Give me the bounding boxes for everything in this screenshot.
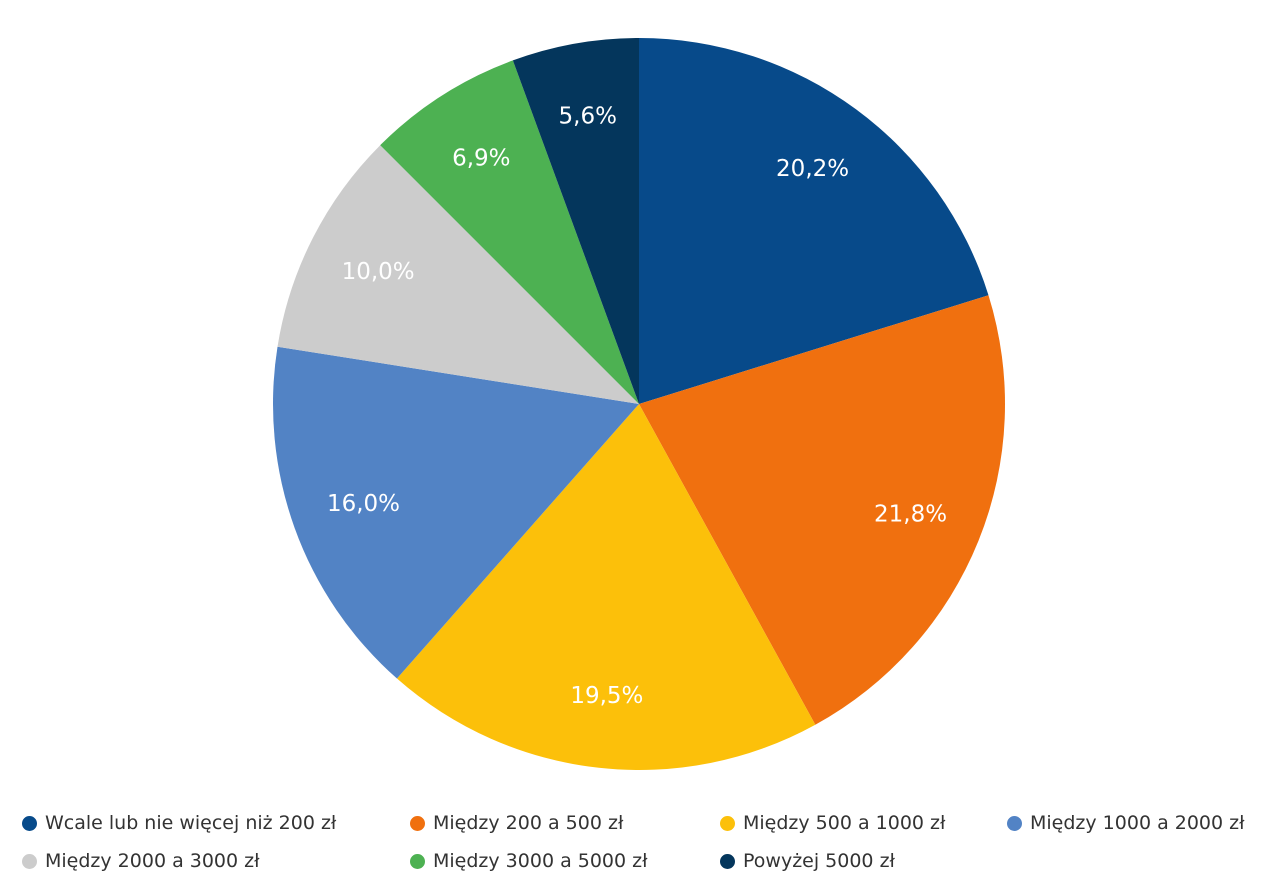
legend-label: Między 3000 a 5000 zł	[433, 850, 648, 872]
slice-data-label: 10,0%	[342, 259, 415, 285]
legend-item[interactable]: Między 1000 a 2000 zł	[1007, 812, 1245, 834]
pie-slice[interactable]	[639, 38, 989, 404]
legend-dot	[720, 853, 735, 869]
pie-slice[interactable]	[639, 295, 1005, 725]
legend-item[interactable]: Między 3000 a 5000 zł	[410, 850, 648, 872]
legend-label: Powyżej 5000 zł	[743, 850, 895, 872]
legend-item[interactable]: Między 200 a 500 zł	[410, 812, 623, 834]
legend-item[interactable]: Między 2000 a 3000 zł	[22, 850, 260, 872]
legend-dot	[1007, 815, 1022, 831]
slice-data-label: 16,0%	[327, 491, 400, 517]
legend-item[interactable]: Wcale lub nie więcej niż 200 zł	[22, 812, 336, 834]
legend-item[interactable]: Między 500 a 1000 zł	[720, 812, 945, 834]
slice-data-label: 6,9%	[452, 145, 510, 171]
legend-dot	[720, 815, 735, 831]
legend-label: Między 2000 a 3000 zł	[45, 850, 260, 872]
pie-slice[interactable]	[277, 145, 639, 404]
legend-label: Między 200 a 500 zł	[433, 812, 624, 834]
legend-dot	[22, 815, 37, 831]
pie-slice[interactable]	[380, 60, 639, 405]
slice-data-label: 5,6%	[559, 104, 617, 130]
legend-item[interactable]: Powyżej 5000 zł	[720, 850, 895, 872]
legend-dot	[410, 815, 425, 831]
legend-dot	[410, 853, 425, 869]
pie-slice[interactable]	[512, 38, 639, 404]
legend-dot	[22, 853, 37, 869]
pie-slice[interactable]	[396, 404, 816, 770]
slice-data-label: 20,2%	[776, 156, 849, 182]
pie-slice[interactable]	[273, 346, 639, 679]
pie-chart: 20,2% 21,8% 19,5% 16,0% 10,0% 6,9% 5,6%	[273, 38, 1005, 770]
slice-data-label: 19,5%	[570, 683, 643, 709]
legend-label: Między 1000 a 2000 zł	[1030, 812, 1245, 834]
legend-label: Między 500 a 1000 zł	[743, 812, 946, 834]
slice-data-label: 21,8%	[874, 501, 947, 527]
legend-label: Wcale lub nie więcej niż 200 zł	[45, 812, 337, 834]
